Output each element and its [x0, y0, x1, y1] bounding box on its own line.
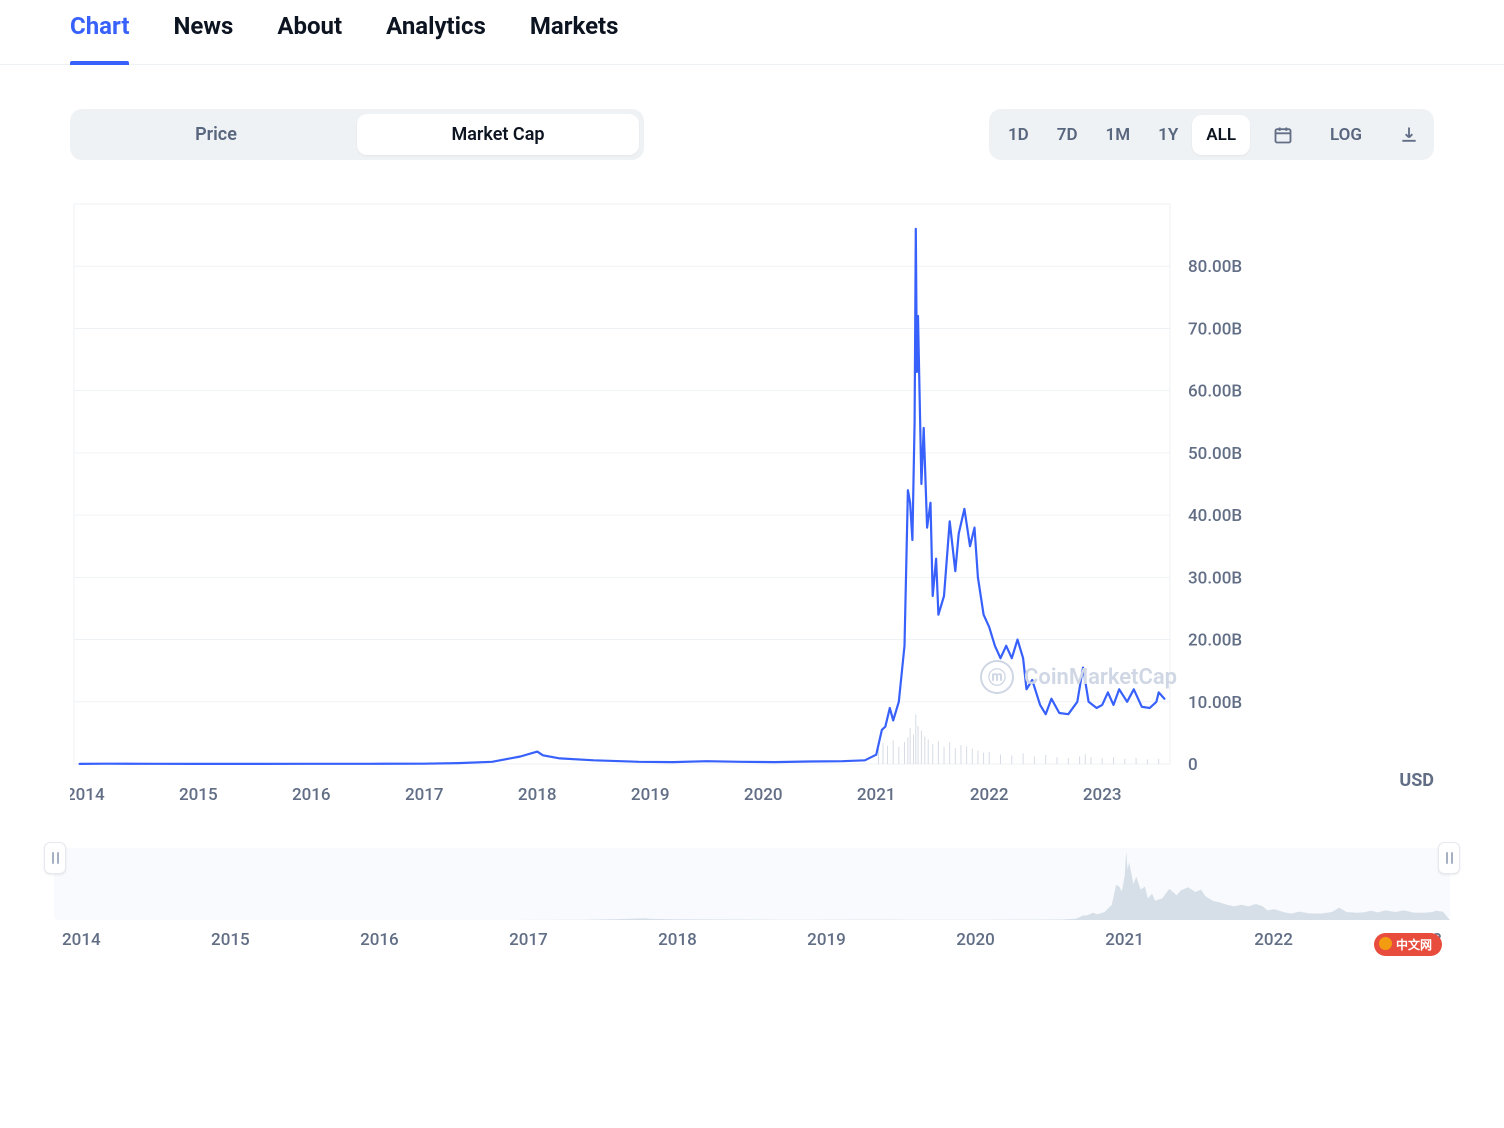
svg-text:2020: 2020 [744, 785, 783, 805]
svg-text:70.00B: 70.00B [1188, 319, 1242, 339]
marketcap-chart: 0 10.00B 20.00B 30.00B 40.00B 50.00B 60.00B 70.… [0, 160, 1504, 818]
brush-handle-left[interactable] [44, 842, 66, 874]
svg-text:2019: 2019 [631, 785, 670, 805]
range-all[interactable]: ALL [1192, 115, 1250, 155]
range-1y[interactable]: 1Y [1144, 115, 1192, 155]
svg-text:2018: 2018 [518, 785, 557, 805]
brush-year: 2016 [360, 930, 399, 950]
toggle-log[interactable]: LOG [1316, 115, 1376, 155]
brush-svg[interactable] [54, 848, 1450, 920]
svg-text:60.00B: 60.00B [1188, 382, 1242, 402]
brush-x-axis: 2014 2015 2016 2017 2018 2019 2020 2021 … [54, 920, 1450, 950]
price-marketcap-toggle: Price Market Cap [70, 109, 644, 160]
site-badge: 中文网 [1374, 933, 1442, 956]
toggle-price[interactable]: Price [75, 114, 357, 155]
svg-text:2017: 2017 [405, 785, 444, 805]
tab-chart[interactable]: Chart [70, 12, 129, 64]
svg-text:2016: 2016 [292, 785, 331, 805]
toggle-marketcap[interactable]: Market Cap [357, 114, 639, 155]
download-icon[interactable] [1389, 117, 1429, 153]
brush-year: 2019 [807, 930, 846, 950]
range-7d[interactable]: 7D [1043, 115, 1092, 155]
brush-year: 2021 [1105, 930, 1144, 950]
tab-analytics[interactable]: Analytics [386, 12, 486, 64]
range-1m[interactable]: 1M [1092, 115, 1145, 155]
brush-year: 2015 [211, 930, 250, 950]
watermark: ⓜ CoinMarketCap [980, 660, 1177, 694]
svg-text:30.00B: 30.00B [1188, 568, 1242, 588]
svg-text:40.00B: 40.00B [1188, 506, 1242, 526]
coinmarketcap-logo-icon: ⓜ [980, 660, 1014, 694]
svg-text:2014: 2014 [70, 785, 105, 805]
brush-year: 2022 [1254, 930, 1293, 950]
svg-text:2023: 2023 [1083, 785, 1122, 805]
brush-year: 2018 [658, 930, 697, 950]
brush-year: 2014 [62, 930, 101, 950]
calendar-icon[interactable] [1263, 117, 1303, 153]
svg-text:20.00B: 20.00B [1188, 631, 1242, 651]
brush-year: 2017 [509, 930, 548, 950]
brush-handle-right[interactable] [1438, 842, 1460, 874]
tab-about[interactable]: About [277, 12, 342, 64]
chart-controls: Price Market Cap 1D 7D 1M 1Y ALL LOG [0, 65, 1504, 160]
svg-text:10.00B: 10.00B [1188, 693, 1242, 713]
svg-text:50.00B: 50.00B [1188, 444, 1242, 464]
tab-news[interactable]: News [173, 12, 233, 64]
currency-label: USD [1399, 770, 1434, 791]
svg-text:80.00B: 80.00B [1188, 257, 1242, 277]
svg-text:0: 0 [1188, 755, 1198, 775]
tab-markets[interactable]: Markets [530, 12, 619, 64]
svg-text:2022: 2022 [970, 785, 1009, 805]
range-1d[interactable]: 1D [994, 115, 1043, 155]
watermark-text: CoinMarketCap [1024, 665, 1177, 690]
time-range-toggle: 1D 7D 1M 1Y ALL LOG [989, 109, 1434, 160]
time-brush[interactable]: 2014 2015 2016 2017 2018 2019 2020 2021 … [0, 818, 1504, 950]
svg-text:2021: 2021 [857, 785, 896, 805]
chart-svg[interactable]: 0 10.00B 20.00B 30.00B 40.00B 50.00B 60.00B 70.… [70, 198, 1434, 818]
tabs-nav: Chart News About Analytics Markets [0, 0, 1504, 65]
svg-text:2015: 2015 [179, 785, 218, 805]
brush-year: 2020 [956, 930, 995, 950]
